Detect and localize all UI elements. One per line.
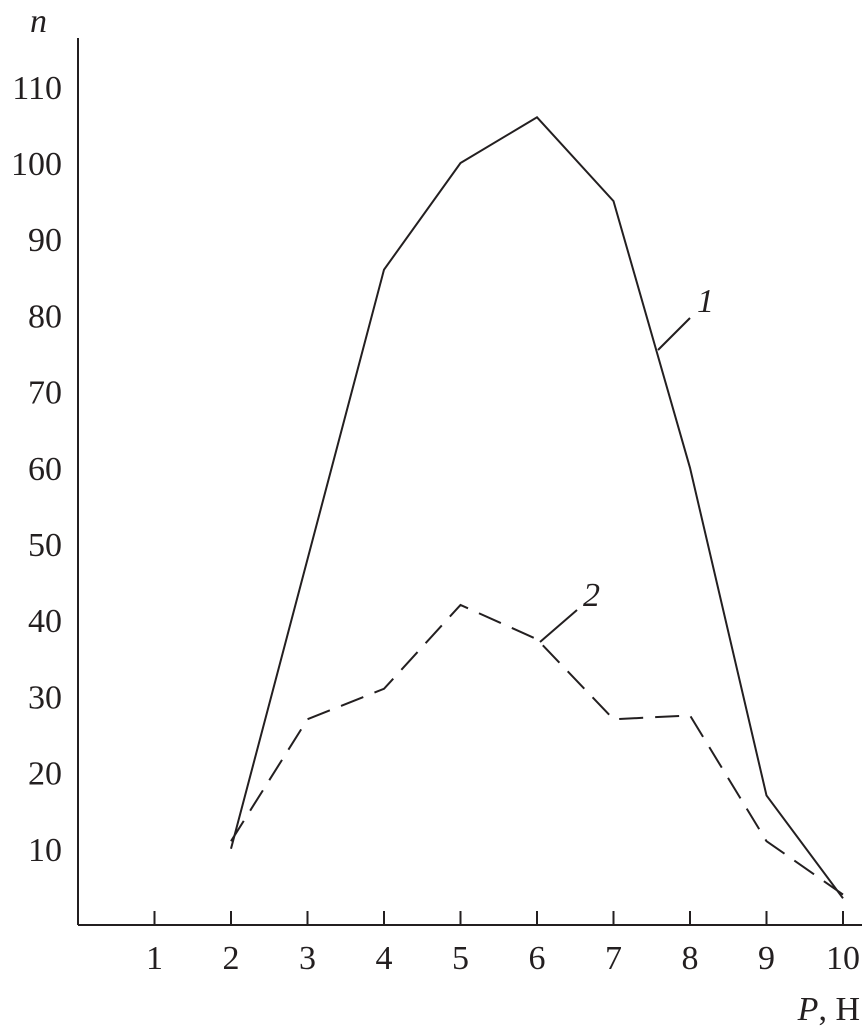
x-tick-label: 3 [299, 940, 316, 977]
x-tick-label: 7 [605, 940, 622, 977]
series-1-leader [657, 317, 691, 351]
x-tick-label: 9 [758, 940, 775, 977]
series-2-label: 2 [583, 577, 600, 614]
y-tick-label: 30 [28, 679, 62, 716]
series-1-line [230, 116, 844, 899]
y-tick-label: 80 [28, 298, 62, 335]
y-tick-label: 70 [28, 375, 62, 412]
x-axis-variable: P [797, 991, 819, 1028]
y-tick-label: 20 [28, 756, 62, 793]
y-tick-label: 90 [28, 222, 62, 259]
x-tick-label: 8 [682, 940, 699, 977]
y-tick-label: 110 [12, 70, 62, 107]
y-tick-label: 60 [28, 451, 62, 488]
y-tick-label: 50 [28, 527, 62, 564]
series-1-label: 1 [697, 283, 714, 320]
x-tick-label: 10 [826, 940, 860, 977]
x-tick-label: 6 [529, 940, 546, 977]
x-axis-unit: , Н [818, 991, 860, 1028]
x-tick-label: 4 [376, 940, 393, 977]
x-tick-label: 2 [223, 940, 240, 977]
y-axis-label: n [30, 3, 47, 40]
series-2-leader [539, 609, 578, 643]
x-tick-label: 1 [146, 940, 163, 977]
y-tick-label: 40 [28, 603, 62, 640]
series-2-line [230, 603, 844, 896]
y-tick-label: 10 [28, 832, 62, 869]
x-axis-label: P, Н [797, 991, 860, 1028]
y-tick-label: 100 [11, 146, 62, 183]
x-tick-label: 5 [452, 940, 469, 977]
